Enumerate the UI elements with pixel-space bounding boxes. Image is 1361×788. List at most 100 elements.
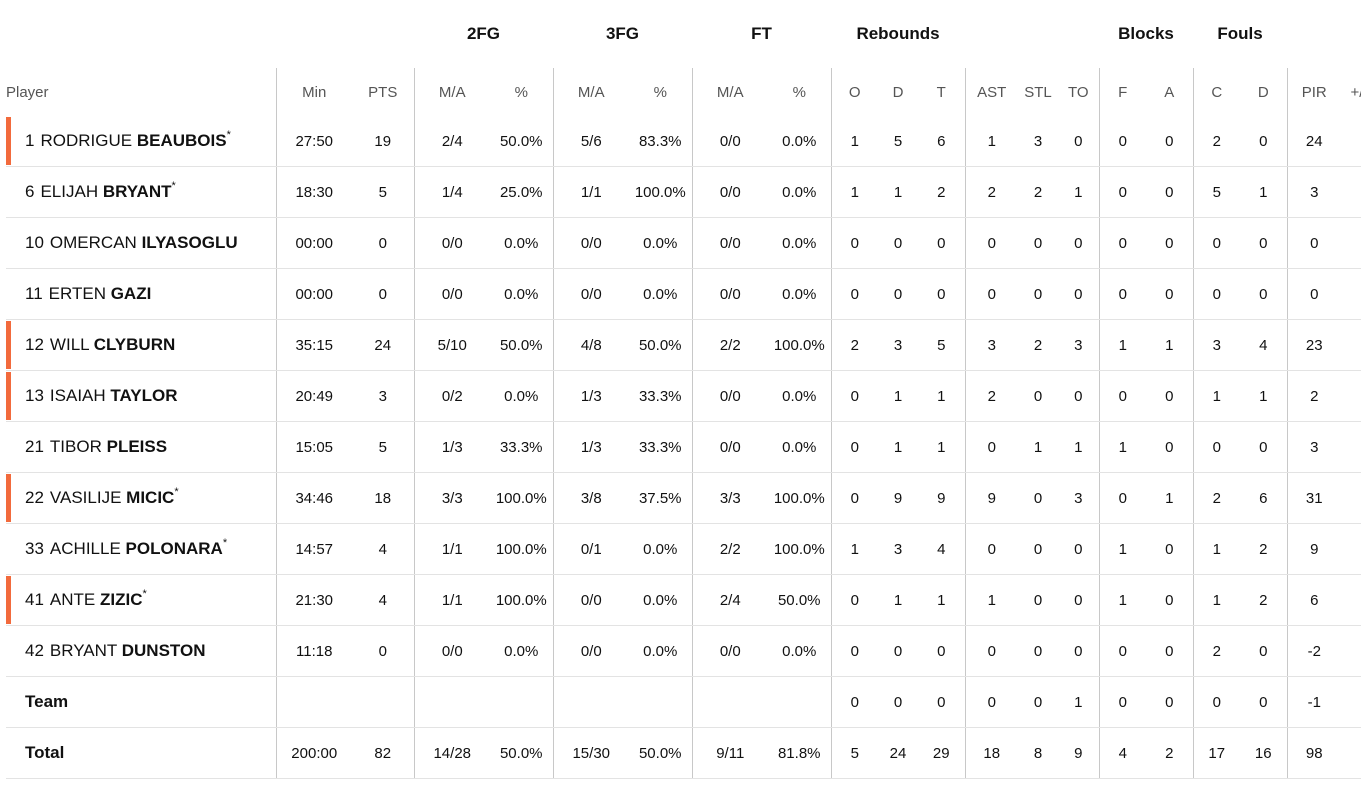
player-last-name[interactable]: TAYLOR (110, 386, 178, 405)
player-first-name[interactable]: ERTEN (48, 284, 106, 303)
player-number: 22 (25, 488, 44, 507)
header-foul-d[interactable]: D (1257, 83, 1269, 101)
player-first-name[interactable]: ACHILLE (49, 539, 121, 558)
stat-2fg-ma: 5/10 (413, 319, 490, 371)
player-cell[interactable]: 1 RODRIGUE BEAUBOIS* (6, 116, 276, 167)
player-row[interactable]: 13 ISAIAH TAYLOR 20:49 3 0/2 0.0% 1/3 33.3% 0/0 0… (6, 370, 1361, 422)
stat-foul-d: 0 (1240, 268, 1287, 320)
header-foul-c[interactable]: C (1192, 68, 1240, 116)
player-last-name[interactable]: BEAUBOIS (136, 131, 227, 150)
stat-3fg-pct: 0.0% (629, 217, 692, 269)
header-pts[interactable]: PTS (368, 83, 398, 101)
player-cell[interactable]: 6 ELIJAH BRYANT* (6, 166, 276, 218)
team-label: Team (6, 676, 276, 728)
header-3fg-ma[interactable]: M/A (552, 68, 629, 116)
stat-2fg-pct: 25.0% (490, 166, 553, 218)
player-row[interactable]: 33 ACHILLE POLONARA* 14:57 4 1/1 100.0% 0/1 0.0… (6, 523, 1361, 575)
player-cell[interactable]: 11 ERTEN GAZI (6, 268, 276, 320)
player-cell[interactable]: 42 BRYANT DUNSTON (6, 625, 276, 677)
total-row: Total 200:00 82 14/28 50.0% 15/30 50.0% 9/11 81.… (6, 727, 1361, 779)
header-reb-d[interactable]: D (892, 83, 904, 101)
stat-reb-d: 1 (878, 574, 918, 626)
header-pir[interactable]: PIR (1286, 68, 1341, 116)
stat-pir: 23 (1286, 319, 1341, 371)
header-min[interactable]: Min (275, 68, 352, 116)
header-3fg-pct[interactable]: % (653, 83, 667, 101)
stat-ast: 2 (964, 166, 1018, 218)
player-first-name[interactable]: VASILIJE (49, 488, 122, 507)
header-reb-o[interactable]: O (830, 68, 878, 116)
player-cell[interactable]: 21 TIBOR PLEISS (6, 421, 276, 473)
box-score-body: 1 RODRIGUE BEAUBOIS* 27:50 19 2/4 50.0% 5/6 83.… (6, 116, 1361, 779)
player-last-name[interactable]: MICIC (126, 488, 175, 507)
stat-pts: 18 (352, 472, 414, 524)
stat-ft-ma: 3/3 (691, 472, 768, 524)
stat-reb-d: 1 (878, 421, 918, 473)
header-blk-f[interactable]: F (1098, 68, 1146, 116)
player-first-name[interactable]: RODRIGUE (40, 131, 133, 150)
player-cell[interactable]: 13 ISAIAH TAYLOR (6, 370, 276, 422)
header-ft-ma[interactable]: M/A (691, 68, 768, 116)
player-first-name[interactable]: ISAIAH (49, 386, 106, 405)
player-last-name[interactable]: GAZI (110, 284, 152, 303)
player-row[interactable]: 1 RODRIGUE BEAUBOIS* 27:50 19 2/4 50.0% 5/6 83.… (6, 116, 1361, 167)
column-header-row: Player Min PTS M/A % M/A % M/A % O D T A… (6, 68, 1361, 116)
player-first-name[interactable]: ANTE (49, 590, 96, 609)
player-last-name[interactable]: PLEISS (106, 437, 168, 456)
player-last-name[interactable]: ILYASOGLU (141, 233, 238, 252)
stat-2fg-ma: 0/0 (413, 217, 490, 269)
header-stl[interactable]: STL (1024, 83, 1052, 101)
player-number: 11 (25, 284, 43, 303)
player-last-name[interactable]: CLYBURN (93, 335, 176, 354)
player-row[interactable]: 21 TIBOR PLEISS 15:05 5 1/3 33.3% 1/3 33.3% 0/0 0… (6, 421, 1361, 473)
group-empty-min (276, 0, 414, 68)
stat-plus-minus (1341, 116, 1361, 167)
stat-3fg-pct: 33.3% (629, 421, 692, 473)
player-first-name[interactable]: ELIJAH (40, 182, 99, 201)
stat-plus-minus (1341, 625, 1361, 677)
stat-min: 27:50 (275, 116, 352, 167)
player-cell[interactable]: 41 ANTE ZIZIC* (6, 574, 276, 626)
player-first-name[interactable]: WILL (49, 335, 89, 354)
player-last-name[interactable]: ZIZIC (100, 590, 143, 609)
player-row[interactable]: 41 ANTE ZIZIC* 21:30 4 1/1 100.0% 0/0 0.0% 2/4 50… (6, 574, 1361, 626)
player-first-name[interactable]: BRYANT (49, 641, 118, 660)
player-last-name[interactable]: DUNSTON (121, 641, 206, 660)
header-blk-a[interactable]: A (1164, 83, 1175, 101)
player-cell[interactable]: 12 WILL CLYBURN (6, 319, 276, 371)
stat-2fg-ma: 0/0 (413, 268, 490, 320)
stat-blk-a: 2 (1146, 727, 1193, 779)
player-row[interactable]: 12 WILL CLYBURN 35:15 24 5/10 50.0% 4/8 50.0% 2/… (6, 319, 1361, 371)
header-2fg-ma[interactable]: M/A (413, 68, 490, 116)
stat-blk-f: 0 (1098, 370, 1146, 422)
stat-blk-f: 1 (1098, 421, 1146, 473)
header-player[interactable]: Player (6, 83, 49, 101)
player-cell[interactable]: 33 ACHILLE POLONARA* (6, 523, 276, 575)
player-last-name[interactable]: BRYANT (102, 182, 172, 201)
stat-2fg-pct: 100.0% (490, 472, 553, 524)
player-row[interactable]: 22 VASILIJE MICIC* 34:46 18 3/3 100.0% 3/8 37.5… (6, 472, 1361, 524)
stat-3fg-ma: 4/8 (552, 319, 629, 371)
player-first-name[interactable]: TIBOR (49, 437, 102, 456)
stat-reb-t: 1 (918, 421, 965, 473)
player-row[interactable]: 10 OMERCAN ILYASOGLU 00:00 0 0/0 0.0% 0/0 0.0% 0… (6, 217, 1361, 269)
header-reb-t[interactable]: T (936, 83, 946, 101)
stat-to: 0 (1058, 625, 1099, 677)
header-ft-pct[interactable]: % (792, 83, 806, 101)
player-cell[interactable]: 22 VASILIJE MICIC* (6, 472, 276, 524)
stat-plus-minus (1341, 217, 1361, 269)
stat-ft-pct: 0.0% (768, 370, 831, 422)
player-cell[interactable]: 10 OMERCAN ILYASOGLU (6, 217, 276, 269)
stat-foul-c: 1 (1192, 574, 1240, 626)
header-2fg-pct[interactable]: % (514, 83, 528, 101)
player-row[interactable]: 42 BRYANT DUNSTON 11:18 0 0/0 0.0% 0/0 0.0% 0/0 0… (6, 625, 1361, 677)
player-row[interactable]: 6 ELIJAH BRYANT* 18:30 5 1/4 25.0% 1/1 100.0% 0/… (6, 166, 1361, 218)
player-last-name[interactable]: POLONARA (125, 539, 223, 558)
player-row[interactable]: 11 ERTEN GAZI 00:00 0 0/0 0.0% 0/0 0.0% 0/0 0.0% 0… (6, 268, 1361, 320)
stat-3fg-pct: 0.0% (629, 523, 692, 575)
player-first-name[interactable]: OMERCAN (49, 233, 137, 252)
header-to[interactable]: TO (1067, 83, 1089, 101)
header-plus-minus[interactable]: +/- (1350, 83, 1361, 101)
header-ast[interactable]: AST (964, 68, 1018, 116)
